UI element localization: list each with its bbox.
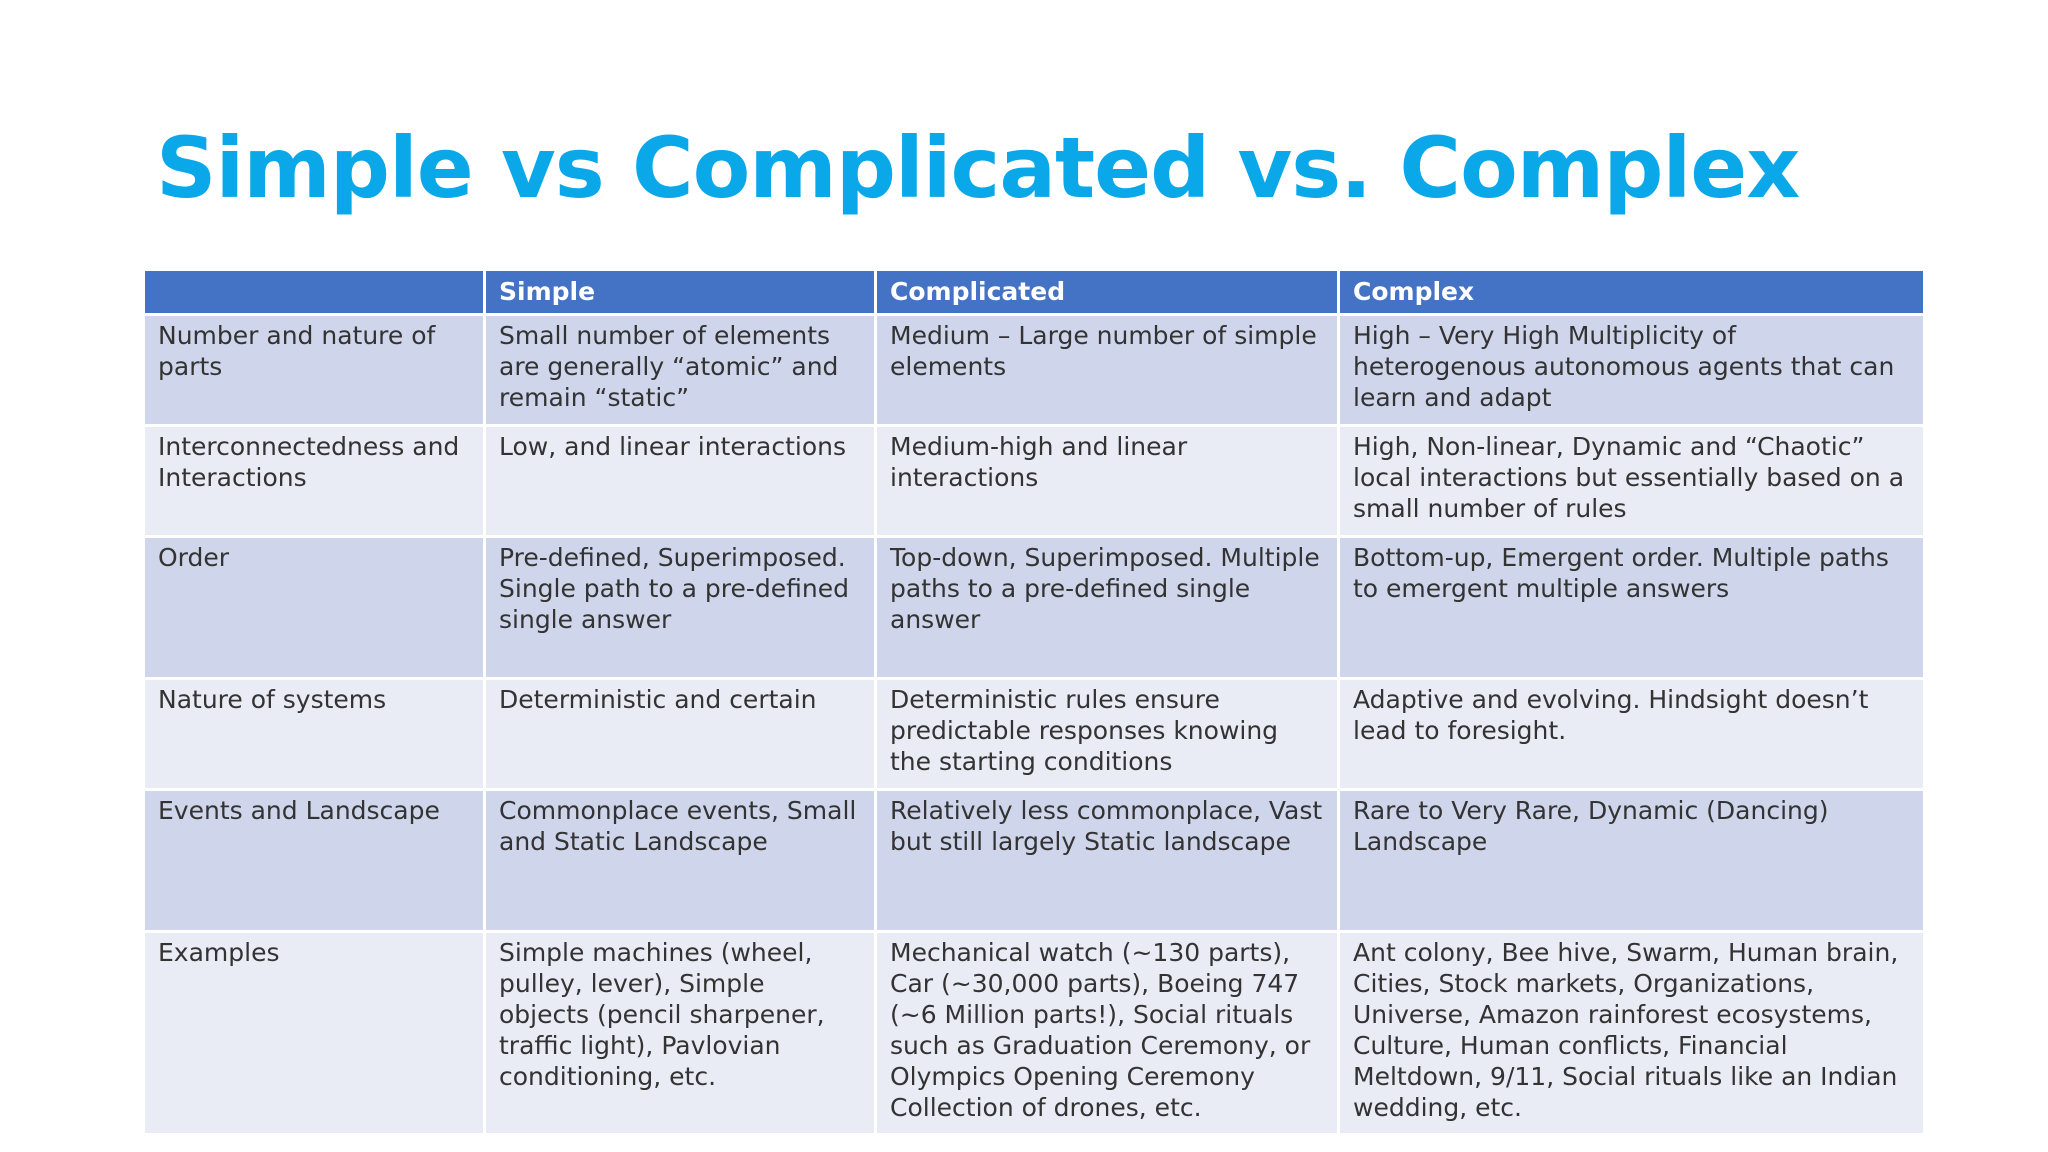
- row-label: Interconnectedness and Interactions: [142, 424, 486, 538]
- header-cell-complex: Complex: [1337, 268, 1926, 316]
- table-row: Examples Simple machines (wheel, pulley,…: [142, 930, 1926, 1136]
- complicated-cell: Medium-high and linear interactions: [874, 424, 1340, 538]
- table-header-row: Simple Complicated Complex: [142, 268, 1926, 316]
- complex-cell: High, Non-linear, Dynamic and “Chaotic” …: [1337, 424, 1926, 538]
- slide-title: Simple vs Complicated vs. Complex: [156, 119, 1800, 217]
- simple-cell: Low, and linear interactions: [483, 424, 877, 538]
- simple-cell: Pre-defined, Superimposed. Single path t…: [483, 535, 877, 680]
- complicated-cell: Medium – Large number of simple elements: [874, 313, 1340, 427]
- simple-cell: Commonplace events, Small and Static Lan…: [483, 788, 877, 933]
- complicated-cell: Deterministic rules ensure predictable r…: [874, 677, 1340, 791]
- row-label: Examples: [142, 930, 486, 1136]
- header-cell-simple: Simple: [483, 268, 877, 316]
- simple-cell: Deterministic and certain: [483, 677, 877, 791]
- complex-cell: Rare to Very Rare, Dynamic (Dancing) Lan…: [1337, 788, 1926, 933]
- header-cell-empty: [142, 268, 486, 316]
- row-label: Number and nature of parts: [142, 313, 486, 427]
- table-row: Events and Landscape Commonplace events,…: [142, 788, 1926, 933]
- complex-cell: Adaptive and evolving. Hindsight doesn’t…: [1337, 677, 1926, 791]
- complex-cell: High – Very High Multiplicity of heterog…: [1337, 313, 1926, 427]
- table-row: Nature of systems Deterministic and cert…: [142, 677, 1926, 791]
- simple-cell: Simple machines (wheel, pulley, lever), …: [483, 930, 877, 1136]
- complicated-cell: Relatively less commonplace, Vast but st…: [874, 788, 1340, 933]
- complicated-cell: Mechanical watch (~130 parts), Car (~30,…: [874, 930, 1340, 1136]
- row-label: Nature of systems: [142, 677, 486, 791]
- complex-cell: Bottom-up, Emergent order. Multiple path…: [1337, 535, 1926, 680]
- row-label: Order: [142, 535, 486, 680]
- complex-cell: Ant colony, Bee hive, Swarm, Human brain…: [1337, 930, 1926, 1136]
- simple-cell: Small number of elements are generally “…: [483, 313, 877, 427]
- table-row: Interconnectedness and Interactions Low,…: [142, 424, 1926, 538]
- comparison-table: Simple Complicated Complex Number and na…: [142, 268, 1926, 1136]
- row-label: Events and Landscape: [142, 788, 486, 933]
- table-row: Number and nature of parts Small number …: [142, 313, 1926, 427]
- complicated-cell: Top-down, Superimposed. Multiple paths t…: [874, 535, 1340, 680]
- table-row: Order Pre-defined, Superimposed. Single …: [142, 535, 1926, 680]
- header-cell-complicated: Complicated: [874, 268, 1340, 316]
